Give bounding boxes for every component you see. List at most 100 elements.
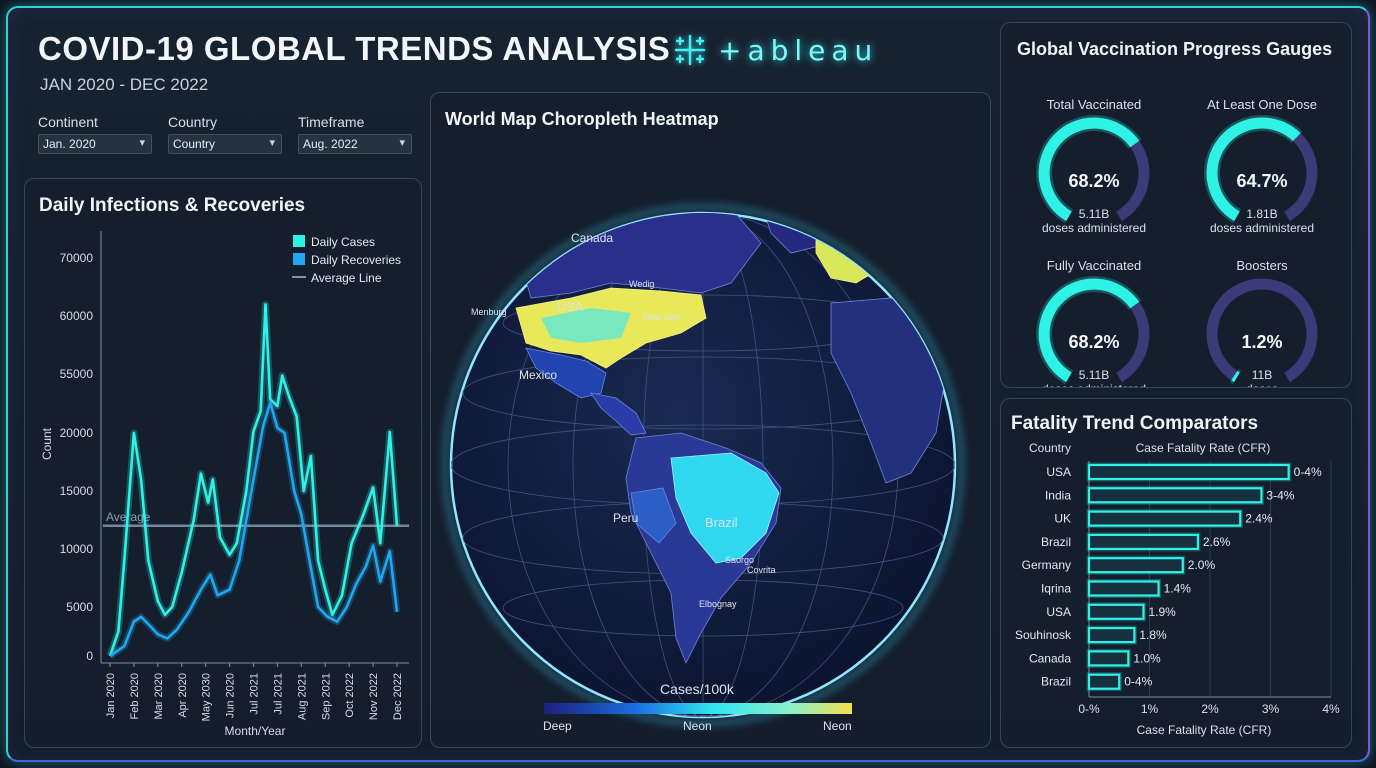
filter-timeframe: Timeframe Aug. 2022: [298, 114, 412, 154]
y-tick-label: 15000: [60, 484, 94, 498]
gauge-value: 1.2%: [1241, 332, 1282, 352]
infections-title: Daily Infections & Recoveries: [39, 195, 306, 216]
region-brazil[interactable]: [670, 452, 780, 564]
series-daily-cases: [108, 303, 399, 657]
bar-category-label: Germany: [1022, 558, 1071, 572]
gauge-value: 68.2%: [1068, 332, 1119, 352]
bar: [1087, 487, 1263, 504]
x-axis-label: Case Fatality Rate (CFR): [1137, 723, 1272, 737]
y-axis-label: Count: [40, 427, 54, 460]
bar: [1087, 510, 1242, 527]
bar-category-label: Canada: [1029, 651, 1071, 665]
map-label-city: Covrita: [747, 565, 776, 575]
region-usa-core: [541, 308, 631, 343]
fatality-title: Fatality Trend Comparators: [1011, 413, 1259, 434]
bar: [1087, 580, 1160, 597]
colorbar: [544, 703, 852, 714]
gauge-label: Total Vaccinated: [1047, 97, 1141, 112]
legend-swatch: [293, 253, 305, 265]
map-label-canada: Canada: [571, 231, 614, 245]
bar-value-label: 0-4%: [1294, 465, 1322, 479]
choropleth-globe[interactable]: [431, 93, 990, 747]
filter-label: Country: [168, 114, 218, 130]
filter-label: Continent: [38, 114, 98, 130]
x-tick-label: Jul 2021: [272, 673, 284, 715]
bar-category-label: UK: [1054, 512, 1071, 526]
legend-label: Daily Recoveries: [311, 253, 401, 267]
bar: [1087, 673, 1121, 690]
x-tick-label: Feb 2020: [129, 673, 141, 719]
x-tick-label: Apr 2020: [177, 673, 189, 718]
gauge-label: At Least One Dose: [1207, 97, 1317, 112]
map-label-city: Wedig: [629, 279, 655, 289]
infections-panel: Daily Infections & Recoveries 0 5000 10000…: [24, 178, 422, 748]
gauge-fill: [1206, 117, 1301, 222]
map-panel: World Map Choropleth Heatmap: [430, 92, 991, 748]
bar: [1087, 627, 1136, 644]
map-label-city: New Jorh: [643, 312, 682, 322]
legend-label: Average Line: [311, 271, 382, 285]
bar-value-label: 1.0%: [1133, 651, 1161, 665]
region-mexico[interactable]: [525, 347, 607, 399]
gauge-sub1: 1.81B: [1246, 207, 1277, 221]
x-tick-label: Aug 2021: [296, 673, 308, 720]
x-tick-label: Sep 2021: [320, 673, 332, 720]
bar-value-label: 1.4%: [1164, 582, 1192, 596]
x-tick-label: 1%: [1141, 702, 1159, 716]
infections-chart: 0 5000 10000 15000 20000 55000 60000 70000 Jan 2…: [40, 231, 409, 738]
gauge-label: Boosters: [1236, 258, 1288, 273]
x-tick-label: Mar 2020: [153, 673, 165, 719]
y-tick-label: 20000: [60, 426, 94, 440]
gauge-track: [1206, 278, 1318, 383]
colorbar-tick: Neon: [823, 719, 852, 733]
gauge-fill: [1231, 371, 1240, 383]
bar: [1087, 463, 1290, 481]
bar-category-label: USA: [1046, 465, 1071, 479]
bar-category-label: Souhinosk: [1015, 628, 1072, 642]
x-tick-label: Jan 2020: [105, 673, 117, 718]
x-tick-label: Jul 2021: [249, 673, 261, 715]
map-label-peru: Peru: [613, 511, 639, 525]
y-tick-label: 55000: [60, 367, 94, 381]
bar-value-label: 3-4%: [1266, 488, 1294, 502]
tableau-cross-icon: [674, 34, 706, 66]
region-central-america[interactable]: [590, 392, 647, 436]
bar-category-label: Brazil: [1041, 535, 1071, 549]
fatality-panel: Fatality Trend Comparators Country Case F…: [1000, 398, 1352, 748]
gauge-sub2: doses administered: [1042, 221, 1146, 235]
bar-value-label: 2.0%: [1188, 558, 1216, 572]
colorbar-tick: Deep: [543, 719, 572, 733]
series-daily-recoveries: [109, 401, 399, 658]
colorbar-title: Cases/100k: [660, 681, 734, 697]
gauge-sub2: doses administered: [1042, 382, 1146, 387]
x-tick-label: Oct 2022: [344, 673, 356, 718]
map-label-usa: USA: [557, 299, 584, 314]
bar-value-label: 2.6%: [1203, 535, 1231, 549]
filter-country: Country Country: [168, 114, 282, 154]
fatality-chart: Country Case Fatality Rate (CFR) 0-% 1% 2% 3%…: [1015, 441, 1340, 737]
legend-swatch: [293, 235, 305, 247]
gauge-fill: [1038, 278, 1140, 383]
bar-category-label: Brazil: [1041, 675, 1071, 689]
map-title: World Map Choropleth Heatmap: [445, 109, 719, 129]
tableau-logo: +ableau: [670, 30, 878, 70]
bar-value-label: 2.4%: [1245, 512, 1273, 526]
x-tick-label: 3%: [1262, 702, 1280, 716]
country-dropdown[interactable]: Country: [168, 134, 282, 154]
bar-category-label: USA: [1046, 605, 1071, 619]
bar-value-label: 1.8%: [1139, 628, 1167, 642]
x-axis-label: Month/Year: [225, 724, 286, 738]
region-peru[interactable]: [630, 487, 677, 544]
x-tick-label: 4%: [1322, 702, 1340, 716]
logo-text: +ableau: [718, 33, 879, 67]
gauge-fill: [1038, 117, 1140, 222]
gauge-sub1: 5.11B: [1079, 207, 1109, 221]
timeframe-dropdown[interactable]: Aug. 2022: [298, 134, 412, 154]
continent-dropdown[interactable]: Jan. 2020: [38, 134, 152, 154]
x-tick-label: 2%: [1201, 702, 1219, 716]
x-tick-label: 0-%: [1078, 702, 1100, 716]
map-label-mexico: Mexico: [519, 368, 558, 382]
vaccination-title: Global Vaccination Progress Gauges: [1017, 39, 1333, 59]
bar: [1087, 650, 1130, 667]
